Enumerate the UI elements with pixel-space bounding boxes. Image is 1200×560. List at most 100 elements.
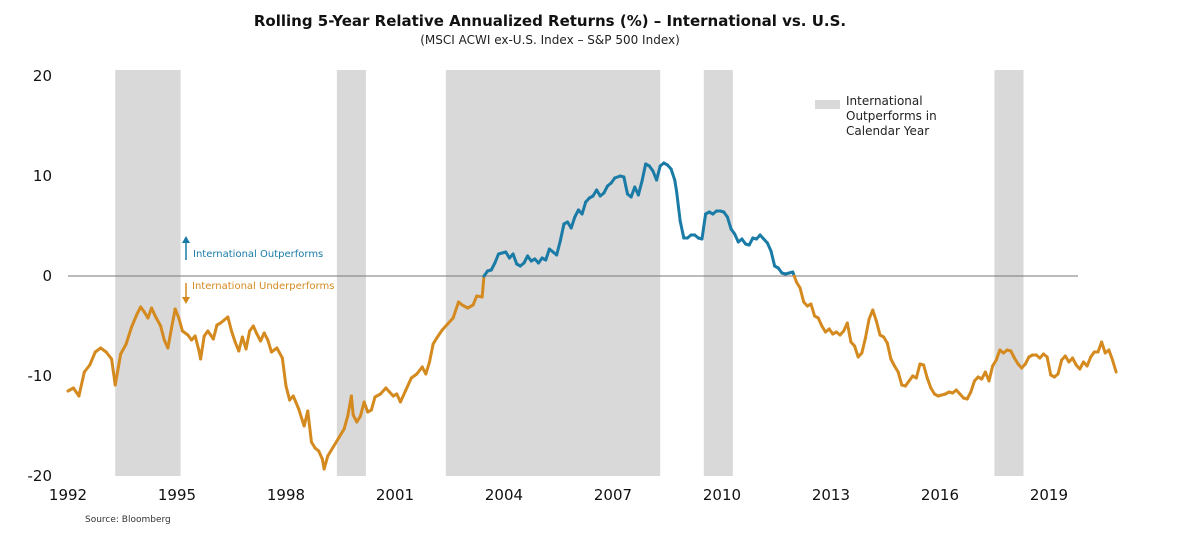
series-segment: [211, 323, 219, 341]
series-segment: [471, 294, 479, 307]
series-segment: [337, 427, 346, 440]
series-segment: [113, 352, 123, 387]
series-segment: [555, 239, 562, 257]
series-segment: [177, 316, 184, 333]
y-tick-label: 20: [33, 67, 52, 85]
x-tick-label: 1998: [267, 486, 305, 504]
series-segment: [678, 219, 686, 240]
x-tick-label: 2001: [376, 486, 414, 504]
series-segment: [994, 348, 1002, 362]
series-segment: [1100, 340, 1107, 355]
legend-label: International Outperforms in Calendar Ye…: [846, 94, 941, 138]
series-segment: [896, 370, 904, 387]
x-tick-label: 1992: [49, 486, 87, 504]
series-segment: [398, 388, 408, 404]
series-segment: [1085, 355, 1093, 368]
series-segment: [969, 379, 976, 394]
down-arrow-head-icon: [182, 297, 190, 304]
series-segment: [362, 400, 370, 414]
series-segment: [1107, 348, 1115, 362]
annotation-down-label: International Underperforms: [192, 281, 334, 292]
series-segment: [451, 300, 461, 320]
series-segment: [349, 394, 355, 417]
x-tick-label: 1995: [158, 486, 196, 504]
series-segment: [493, 252, 501, 265]
series-segment: [673, 178, 679, 193]
series-segment: [326, 445, 335, 458]
y-axis-ticks: 20 10 0 -10 -20: [28, 67, 53, 485]
x-tick-label: 2007: [594, 486, 632, 504]
series-segment: [769, 249, 777, 268]
series-segment: [798, 286, 806, 304]
series-segment: [322, 454, 330, 471]
y-tick-label: -10: [28, 367, 53, 385]
series-segment: [544, 247, 551, 262]
series-segment: [153, 314, 163, 328]
series-segment: [1056, 358, 1064, 376]
annotation-up-label: International Outperforms: [193, 249, 323, 260]
series-segment: [297, 407, 306, 428]
series-segment: [424, 360, 431, 376]
series-segment: [266, 338, 273, 354]
shaded-periods: [115, 70, 1024, 476]
series-segment: [404, 376, 413, 392]
y-tick-label: 10: [33, 167, 52, 185]
series-segment: [987, 364, 995, 383]
series-segment: [636, 179, 644, 197]
series-segment: [369, 395, 377, 412]
legend: International Outperforms in Calendar Ye…: [815, 94, 941, 138]
series-segment: [845, 321, 853, 344]
underperforms-annotation: International Underperforms: [182, 281, 334, 304]
series-segment: [914, 362, 922, 380]
x-tick-label: 2004: [485, 486, 523, 504]
series-segment: [124, 325, 134, 346]
series-segment: [331, 436, 341, 449]
series-segment: [170, 307, 177, 330]
series-segment: [166, 326, 174, 350]
series-segment: [244, 329, 252, 351]
shaded-period-4: [703, 70, 733, 476]
series-segment: [1111, 358, 1118, 374]
series-segment: [173, 307, 181, 320]
series-segment: [88, 350, 97, 367]
chart-title: Rolling 5-Year Relative Annualized Retur…: [253, 12, 847, 30]
series-segment: [291, 394, 301, 411]
series-segment: [511, 252, 519, 266]
series-segment: [700, 212, 708, 241]
series-segment: [558, 222, 566, 243]
series-segment: [284, 384, 292, 402]
shaded-period-1: [115, 70, 181, 476]
series-segment: [306, 409, 313, 444]
series-segment: [885, 341, 893, 361]
series-segment: [860, 336, 867, 355]
series-segment: [342, 414, 350, 431]
series-segment: [675, 189, 682, 223]
series-segment: [1045, 355, 1053, 377]
series-segment: [922, 363, 929, 380]
series-segment: [863, 317, 871, 340]
series-segment: [77, 370, 86, 398]
series-segment: [435, 328, 444, 340]
series-segment: [275, 346, 284, 360]
shaded-period-5: [994, 70, 1024, 476]
series-segment: [655, 164, 662, 182]
up-arrow-head-icon: [182, 236, 190, 243]
x-tick-label: 2016: [921, 486, 959, 504]
series-segment: [119, 342, 128, 356]
x-axis-ticks: 1992 1995 1998 2001 2004 2007 2010 2013 2016 2019: [49, 486, 1068, 504]
series-segment: [725, 215, 733, 231]
outperforms-annotation: International Outperforms: [182, 236, 323, 260]
source-note: Source: Bloomberg: [85, 515, 171, 525]
series-segment: [427, 342, 435, 364]
series-segment: [229, 329, 237, 344]
x-tick-label: 2019: [1030, 486, 1068, 504]
series-segment: [809, 302, 817, 318]
series-segment: [640, 162, 648, 183]
series-segment: [569, 215, 577, 230]
series-segment: [853, 344, 860, 359]
x-tick-label: 2013: [812, 486, 850, 504]
legend-swatch: [815, 100, 840, 109]
series-segment: [874, 319, 882, 337]
series-segment: [480, 274, 486, 299]
series-segment: [622, 175, 629, 196]
